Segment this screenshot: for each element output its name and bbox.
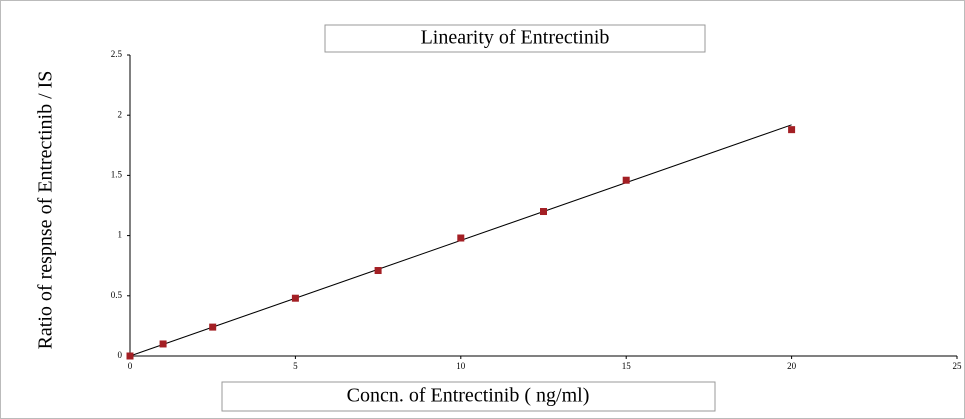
x-tick-label: 15 [622, 361, 632, 371]
y-tick-label: 0 [118, 350, 123, 360]
y-tick-label: 1.5 [111, 169, 123, 179]
y-tick-label: 0.5 [111, 290, 123, 300]
y-axis-label: Ratio of respnse of Entrectinib / IS [35, 71, 57, 350]
point [540, 208, 547, 216]
y-tick-label: 2 [118, 109, 123, 119]
x-tick-label: 10 [456, 361, 466, 371]
title-box [324, 24, 706, 53]
point [788, 126, 796, 134]
y-tick-label: 2.5 [111, 49, 123, 59]
x-tick-label: 20 [787, 361, 797, 371]
x-tick-label: 25 [953, 361, 963, 371]
x-tick-label: 0 [128, 361, 133, 371]
x-tick-label: 5 [293, 361, 298, 371]
point [159, 340, 167, 348]
chart-title: Linearity of Entrectinib [421, 27, 610, 49]
point [291, 294, 299, 302]
x-axis-label: Concn. of Entrectinib ( ng/ml) [347, 385, 590, 407]
point [457, 234, 465, 242]
x-label-box [221, 381, 716, 412]
point [209, 323, 217, 331]
point [622, 176, 630, 184]
point [374, 267, 382, 275]
point [126, 352, 134, 360]
y-tick-label: 1 [118, 230, 123, 240]
